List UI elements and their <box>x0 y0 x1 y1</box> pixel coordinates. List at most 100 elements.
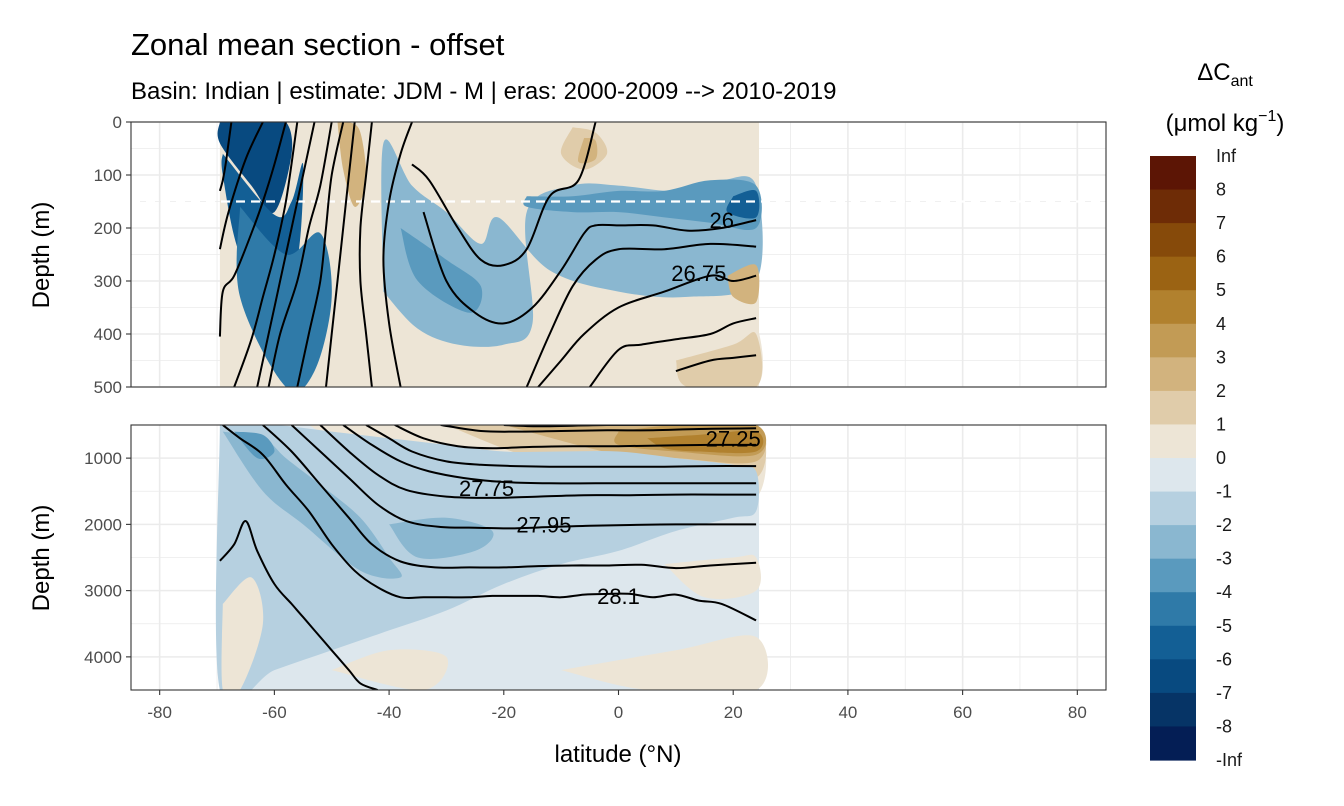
legend-label: -8 <box>1216 716 1232 736</box>
lower-shading <box>215 425 769 690</box>
x-tick-label: -40 <box>377 703 402 722</box>
legend-swatch <box>1150 592 1196 627</box>
isopycnal-contour-12 <box>422 211 757 325</box>
chart-subtitle: Basin: Indian | estimate: JDM - M | eras… <box>131 78 837 105</box>
legend-swatch <box>1150 726 1196 761</box>
x-tick-label: 80 <box>1068 703 1087 722</box>
contour-label-26: 26 <box>709 208 733 233</box>
upper-panel-border <box>130 121 1107 388</box>
isopycnal-contour-8 <box>394 425 757 450</box>
legend-title-subscript: ant <box>1231 73 1254 90</box>
lower-y-axis: 1000 2000 3000 4000 <box>84 449 131 667</box>
isopycnal-contour-6 <box>267 122 333 387</box>
legend-label: 1 <box>1216 414 1226 434</box>
isopycnal-contour-6 <box>342 425 757 485</box>
legend-label: 2 <box>1216 381 1226 401</box>
legend-swatch <box>1150 156 1196 191</box>
isopycnal-contour-3 <box>262 425 757 570</box>
shading-region-d5s <box>726 190 760 219</box>
isopycnal-contour-14 <box>537 274 757 387</box>
contour-label-26-75: 26.75 <box>671 261 726 286</box>
y-tick-label: 100 <box>94 166 122 185</box>
x-tick-label: 0 <box>614 703 623 722</box>
legend-unit-superscript: −1 <box>1258 108 1276 125</box>
x-tick-label: -80 <box>147 703 172 722</box>
contour-label-27-95: 27.95 <box>516 512 571 537</box>
x-tick-label: 60 <box>953 703 972 722</box>
isopycnal-contour-15 <box>589 317 757 387</box>
shading-region-d2 <box>222 431 402 579</box>
isopycnal-contour-4 <box>233 122 299 387</box>
isopycnal-contour-3 <box>218 122 287 337</box>
y-tick-label: 1000 <box>84 449 122 468</box>
legend-label: -7 <box>1216 683 1232 703</box>
legend-swatch <box>1150 458 1196 493</box>
legend-title-main: ΔC <box>1197 59 1230 86</box>
x-axis-title: latitude (°N) <box>555 741 682 768</box>
legend-labels: Inf 8 7 6 5 4 3 2 1 0 -1 -2 -3 -4 -5 -6 -7 -8 -Inf <box>1216 146 1243 770</box>
isopycnal-contour-7 <box>296 122 345 387</box>
isopycnal-contour-4 <box>290 425 757 530</box>
x-tick-label: 20 <box>724 703 743 722</box>
isopycnal-contour-5 <box>256 122 316 387</box>
legend-swatch <box>1150 290 1196 325</box>
shading-region-d1 <box>215 425 760 690</box>
legend-label: 4 <box>1216 314 1226 334</box>
contour-label-27-25: 27.25 <box>706 426 761 451</box>
isopycnal-contour-8 <box>325 122 356 387</box>
legend-label: 5 <box>1216 280 1226 300</box>
shading-region-d3 <box>234 431 275 460</box>
upper-panel: 26 26.75 0 100 200 300 400 500 Depth (m) <box>28 113 1107 397</box>
isopycnal-contour-7 <box>365 425 757 468</box>
isopycnal-contour-10 <box>503 425 757 428</box>
x-tick-label: -60 <box>262 703 287 722</box>
shading-region-a1c <box>331 649 448 690</box>
isopycnal-contour-9 <box>440 425 757 433</box>
shading-region-a5 <box>647 430 764 454</box>
upper-y-axis: 0 100 200 300 400 500 <box>94 113 131 397</box>
lower-contours <box>219 425 757 690</box>
legend-swatch <box>1150 491 1196 526</box>
legend: ΔCant (μmol kg−1) Inf 8 7 6 5 4 3 2 1 0 -1 -2 -3 -4 -5… <box>1150 59 1284 770</box>
legend-label: -Inf <box>1216 750 1243 770</box>
shading-region-a1 <box>366 122 609 176</box>
legend-label: 0 <box>1216 448 1226 468</box>
isopycnal-contour-5 <box>319 425 757 499</box>
legend-swatch <box>1150 223 1196 258</box>
isopycnal-contour-1 <box>219 520 378 690</box>
legend-swatch <box>1150 424 1196 459</box>
legend-swatch <box>1150 323 1196 358</box>
shading-region-a1e <box>561 635 769 690</box>
isopycnal-contour-10 <box>382 122 413 387</box>
legend-label: -1 <box>1216 482 1232 502</box>
legend-swatch <box>1150 390 1196 426</box>
upper-shading <box>217 122 763 387</box>
legend-swatch <box>1150 659 1196 694</box>
upper-contour-labels: 26 26.75 <box>671 208 734 286</box>
y-tick-label: 4000 <box>84 648 122 667</box>
isopycnal-contour-11 <box>411 122 597 267</box>
y-tick-label: 300 <box>94 272 122 291</box>
legend-colorbar <box>1150 156 1196 761</box>
legend-unit: (μmol kg−1) <box>1166 108 1285 137</box>
legend-label: -5 <box>1216 616 1232 636</box>
legend-label: -4 <box>1216 582 1232 602</box>
x-tick-label: -20 <box>492 703 517 722</box>
legend-swatch <box>1150 357 1196 392</box>
lower-y-axis-title: Depth (m) <box>28 505 55 612</box>
isopycnal-contour-13 <box>525 242 757 387</box>
shading-region-d6 <box>217 122 293 213</box>
legend-label: -2 <box>1216 515 1232 535</box>
legend-label: -6 <box>1216 649 1232 669</box>
legend-unit-prefix: (μmol kg <box>1166 110 1259 137</box>
contour-label-27-75: 27.75 <box>459 476 514 501</box>
shading-region-a3e <box>727 264 760 305</box>
y-tick-label: 3000 <box>84 582 122 601</box>
legend-swatch <box>1150 189 1196 224</box>
chart-title: Zonal mean section - offset <box>131 27 505 62</box>
legend-label: 7 <box>1216 213 1226 233</box>
legend-swatch <box>1150 256 1196 291</box>
legend-label: 8 <box>1216 180 1226 200</box>
